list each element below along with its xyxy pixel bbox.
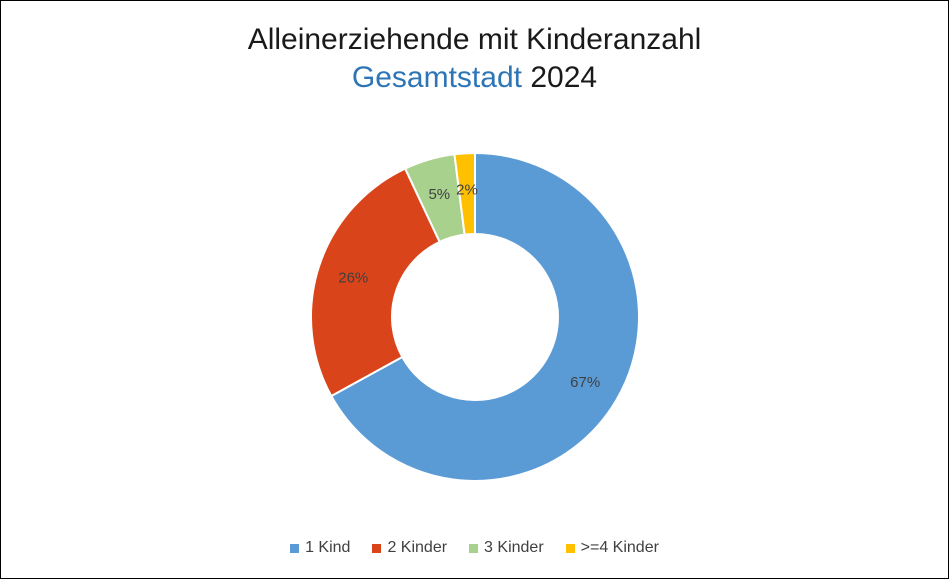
legend-item: 3 Kinder xyxy=(469,539,544,557)
slice-1-kind xyxy=(329,151,640,482)
subtitle-region: Gesamtstadt xyxy=(351,61,522,94)
data-label-2-kinder: 26% xyxy=(338,269,368,286)
slice-2-kinder xyxy=(310,167,441,398)
legend-label: 3 Kinder xyxy=(484,539,544,556)
legend-item: 2 Kinder xyxy=(372,539,447,557)
data-label-1-kind: 67% xyxy=(570,374,600,391)
subtitle-year: 2024 xyxy=(530,61,598,94)
data-label-3-kinder: 5% xyxy=(428,186,450,203)
legend-item: >=4 Kinder xyxy=(565,539,659,557)
legend-swatch xyxy=(469,543,479,553)
chart-subtitle: Gesamtstadt 2024 xyxy=(1,61,948,95)
chart-title: Alleinerziehende mit Kinderanzahl xyxy=(247,23,702,56)
legend-swatch xyxy=(290,543,300,553)
slice--4-kinder xyxy=(453,151,476,236)
legend-label: >=4 Kinder xyxy=(580,539,659,556)
chart-legend: 1 Kind 2 Kinder 3 Kinder >=4 Kinder xyxy=(1,539,948,557)
legend-swatch xyxy=(565,543,575,553)
legend-swatch xyxy=(372,543,382,553)
legend-item: 1 Kind xyxy=(290,539,350,557)
legend-label: 1 Kind xyxy=(305,539,351,556)
data-label--4-kinder: 2% xyxy=(456,181,478,198)
legend-label: 2 Kinder xyxy=(387,539,448,556)
